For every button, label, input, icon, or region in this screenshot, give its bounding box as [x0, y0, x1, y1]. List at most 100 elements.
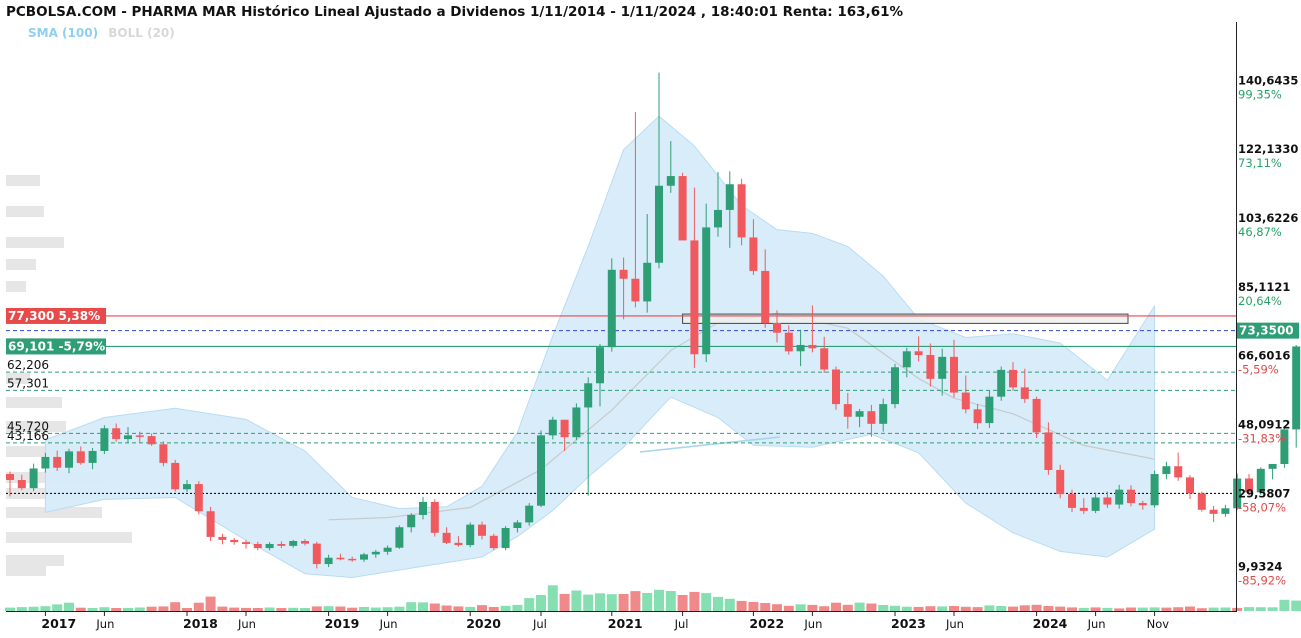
volume-bar — [1291, 600, 1301, 611]
candle-body — [430, 501, 439, 533]
volume-bar — [512, 604, 523, 611]
volume-bar — [64, 602, 74, 611]
x-tick-label: Jun — [803, 617, 822, 631]
volume-bar — [854, 602, 865, 611]
volume-bar — [713, 596, 723, 611]
volume-bar — [901, 606, 912, 611]
volume-bar — [382, 607, 393, 611]
y-tick-pct: -5,59% — [1238, 363, 1279, 377]
volume-profile-bar — [6, 555, 64, 566]
volume-bar — [606, 594, 617, 611]
volume-profile-bar — [6, 565, 46, 576]
volume-bar — [1173, 607, 1184, 611]
candle-body — [902, 351, 911, 368]
candle-body — [1020, 387, 1029, 399]
candle-body — [383, 547, 392, 552]
time-axis: 2017 Jun 2018 Jun 2019 Jun 2020 Jul 2021 Jul 2022 J… — [41, 611, 1169, 631]
volume-bar — [878, 605, 889, 611]
volume-bar — [618, 594, 629, 611]
volume-profile-bar — [6, 397, 62, 408]
candle-body — [1245, 478, 1253, 493]
candle-body — [820, 348, 829, 370]
chart-title: PCBOLSA.COM - PHARMA MAR Histórico Linea… — [6, 4, 904, 20]
boll-mid-segment — [639, 436, 781, 453]
candle-body — [560, 419, 569, 438]
price-levels: 77,300 5,38% 69,101 -5,79% 62,206 57,301 45,… — [6, 307, 1236, 495]
volume-bar — [1220, 607, 1231, 611]
volume-bar — [972, 607, 983, 611]
candle-body — [1091, 497, 1100, 511]
volume-bar — [1114, 608, 1125, 611]
candle-body — [631, 278, 640, 302]
volume-profile-bar — [6, 421, 66, 432]
candle-body — [171, 462, 180, 490]
candle-body — [1103, 497, 1112, 505]
candle-body — [867, 411, 876, 424]
x-tick-label: 2024 — [1033, 616, 1068, 631]
candle-body — [655, 185, 663, 263]
current-price-tag-bg — [1237, 322, 1299, 339]
volume-bar — [1126, 607, 1136, 611]
volume-profile-bar — [6, 532, 132, 543]
volume-bar — [87, 608, 98, 611]
volume-profile-bar — [6, 507, 102, 518]
volume-bar — [772, 604, 782, 611]
volume-bar — [559, 593, 570, 611]
volume-bar — [842, 604, 853, 611]
volume-bar — [300, 608, 310, 611]
candle-body — [301, 541, 309, 544]
y-tick-pct: 46,87% — [1238, 225, 1282, 239]
volume-bar — [158, 606, 169, 611]
candle-body — [29, 468, 38, 489]
volume-bar — [1055, 606, 1066, 611]
volume-bar — [536, 595, 546, 611]
candle-body — [749, 237, 758, 271]
candle-body — [1233, 478, 1242, 509]
candle-body — [1197, 493, 1206, 510]
candle-body — [1221, 508, 1230, 514]
y-tick-price: 103,6226 — [1238, 211, 1298, 225]
volume-bar — [40, 606, 51, 611]
volume-bar — [689, 591, 700, 611]
candle-body — [17, 479, 26, 489]
candle-body — [714, 209, 722, 228]
y-tick-price: 48,0912 — [1238, 418, 1290, 432]
candle-body — [1138, 503, 1147, 506]
candle-body — [371, 551, 380, 555]
sma-legend-label[interactable]: SMA (100) — [28, 26, 99, 40]
y-tick-price: 66,6016 — [1238, 349, 1290, 363]
x-tick-label: Jun — [1087, 617, 1106, 631]
candle-body — [1115, 489, 1124, 505]
candle-body — [112, 428, 121, 440]
x-tick-label: Jun — [379, 617, 398, 631]
volume-bar — [323, 606, 334, 611]
candle-body — [194, 484, 203, 512]
candle-body — [419, 501, 427, 515]
candle-body — [265, 543, 274, 549]
level-tag-bg — [6, 307, 106, 324]
candle-body — [678, 176, 687, 241]
volume-bar — [1279, 599, 1290, 611]
y-tick-pct: -58,07% — [1238, 500, 1286, 514]
candle-body — [1186, 477, 1194, 494]
candle-body — [489, 535, 498, 549]
volume-bar — [583, 594, 594, 611]
level-tag-bg — [6, 338, 106, 355]
volume-bar — [111, 608, 122, 611]
candle-body — [6, 474, 14, 480]
candle-body — [666, 176, 675, 186]
y-tick-price: 85,1121 — [1238, 280, 1290, 294]
volume-bar — [795, 604, 806, 611]
boll-legend-label[interactable]: BOLL (20) — [108, 26, 175, 40]
candle-body — [289, 541, 298, 546]
x-tick-label: 2021 — [608, 616, 643, 631]
candle-body — [1268, 464, 1277, 469]
volume-bar — [1078, 607, 1089, 611]
candle-body — [725, 184, 734, 210]
volume-bar — [736, 600, 747, 611]
volume-bar — [760, 603, 771, 611]
volume-bar — [595, 593, 605, 611]
candle-body — [572, 407, 581, 438]
